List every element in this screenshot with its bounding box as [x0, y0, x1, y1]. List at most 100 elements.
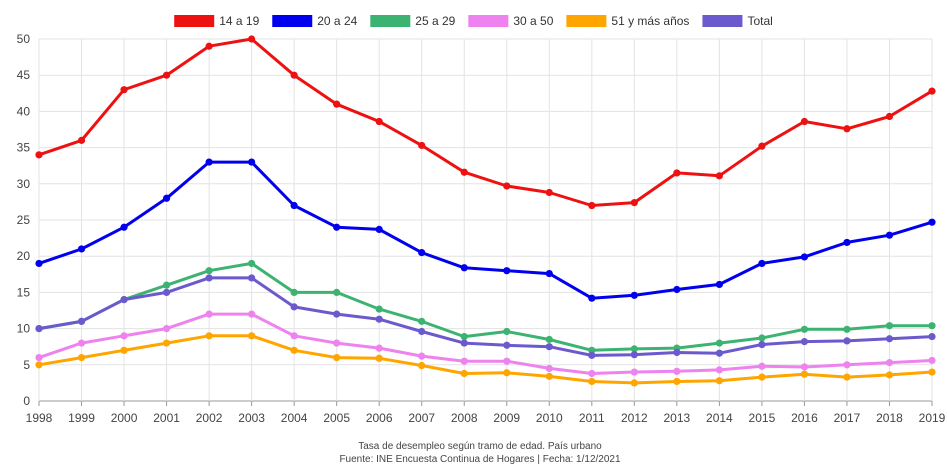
data-point: [418, 141, 426, 150]
x-tick-label: 2001: [153, 411, 180, 425]
data-point: [503, 341, 511, 349]
data-point: [162, 325, 171, 333]
series-line: [37, 334, 934, 385]
data-point: [460, 264, 468, 272]
data-point: [715, 280, 723, 289]
data-point: [248, 274, 256, 282]
data-point: [928, 368, 936, 376]
data-point: [290, 332, 298, 340]
legend-item: Total: [702, 14, 773, 28]
data-point: [928, 87, 936, 95]
data-point: [843, 337, 851, 345]
data-point: [120, 346, 128, 354]
y-tick-label: 15: [17, 285, 31, 299]
series-total: [35, 274, 936, 359]
data-point: [885, 322, 894, 330]
axes: 0 5 10 15 20 25 30 35 40 45 50 1998 1999 2000 2001 2002…: [17, 32, 946, 425]
data-point: [375, 344, 383, 352]
series-51-y-m-s-a-os: [35, 332, 936, 387]
data-point: [460, 369, 468, 378]
data-point: [843, 238, 851, 247]
data-point: [290, 303, 298, 311]
x-tick-label: 2004: [281, 411, 308, 425]
data-point: [545, 335, 553, 344]
data-point: [35, 325, 43, 333]
data-point: [758, 373, 766, 381]
data-point: [545, 343, 553, 351]
legend-swatch: [272, 15, 313, 27]
data-point: [205, 42, 213, 50]
data-point: [290, 201, 298, 210]
series-line: [37, 37, 934, 207]
data-point: [120, 296, 128, 304]
data-point: [503, 327, 511, 336]
data-point: [715, 377, 723, 385]
data-point: [843, 325, 851, 333]
data-point: [800, 117, 809, 126]
caption-source: Fuente: INE Encuesta Continua de Hogares…: [339, 454, 621, 465]
data-point: [205, 310, 213, 318]
data-point: [843, 373, 851, 381]
x-tick-label: 2012: [621, 411, 648, 425]
legend-swatch: [468, 15, 509, 27]
data-point: [120, 86, 128, 94]
x-tick-label: 2013: [664, 411, 691, 425]
data-point: [885, 359, 894, 367]
series-14-a-19: [35, 35, 936, 210]
series-line: [37, 312, 934, 375]
data-point: [120, 223, 128, 231]
data-point: [715, 172, 723, 180]
data-point: [715, 366, 723, 374]
x-tick-label: 2018: [876, 411, 903, 425]
data-point: [630, 368, 638, 376]
data-point: [588, 351, 596, 359]
data-point: [503, 182, 511, 190]
data-point: [333, 100, 341, 108]
x-tick-label: 2014: [706, 411, 733, 425]
data-point: [162, 71, 171, 79]
grid: [38, 38, 933, 402]
legend-swatch: [370, 15, 411, 27]
data-point: [588, 377, 596, 386]
data-point: [843, 125, 851, 133]
y-tick-label: 30: [17, 177, 31, 191]
data-point: [248, 35, 256, 43]
data-point: [630, 351, 638, 359]
y-tick-label: 40: [17, 104, 31, 118]
data-point: [162, 194, 171, 202]
legend-label: 14 a 19: [219, 14, 259, 28]
legend-swatch: [174, 15, 215, 27]
data-point: [928, 332, 936, 341]
data-point: [77, 136, 86, 144]
data-point: [375, 117, 383, 126]
data-point: [248, 310, 256, 318]
data-point: [418, 317, 426, 325]
data-point: [77, 353, 86, 362]
x-tick-label: 1999: [68, 411, 95, 425]
data-point: [673, 285, 681, 294]
data-point: [460, 332, 468, 341]
x-tick-label: 2005: [323, 411, 350, 425]
data-point: [290, 71, 298, 79]
data-point: [800, 370, 809, 378]
y-tick-label: 0: [23, 394, 30, 408]
series-30-a-50: [35, 310, 936, 378]
data-point: [77, 339, 86, 347]
data-point: [205, 332, 213, 340]
data-point: [588, 294, 596, 302]
data-point: [503, 267, 511, 275]
x-tick-label: 2007: [408, 411, 435, 425]
data-point: [715, 339, 723, 347]
y-tick-label: 25: [17, 213, 31, 227]
legend-label: 25 a 29: [415, 14, 455, 28]
data-point: [715, 349, 723, 357]
series-25-a-29: [35, 259, 936, 354]
data-point: [885, 112, 894, 121]
legend: 14 a 19 20 a 24 25 a 29 30 a 50 51 y más año…: [174, 14, 773, 28]
data-point: [333, 353, 341, 362]
data-point: [418, 248, 426, 257]
data-point: [800, 338, 809, 346]
data-point: [418, 352, 426, 360]
